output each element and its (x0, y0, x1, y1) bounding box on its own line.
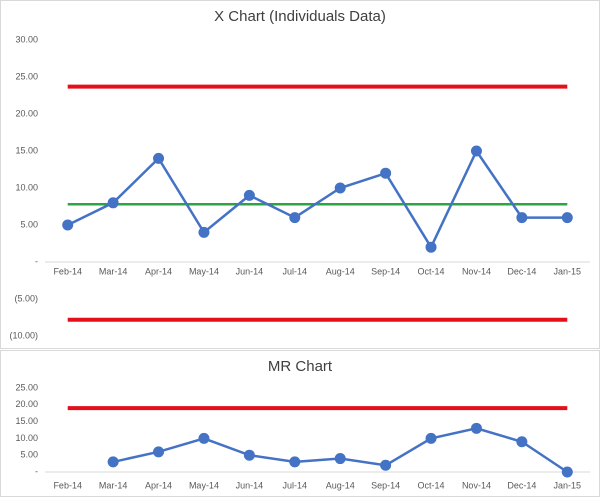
x-tick-label: Apr-14 (145, 480, 172, 490)
y-tick-label: 10.00 (15, 433, 38, 443)
point (334, 182, 346, 194)
point (198, 226, 210, 238)
x-tick-label: Sep-14 (371, 266, 400, 276)
x-tick-label: Feb-14 (53, 480, 82, 490)
x-tick-label: Jun-14 (236, 480, 264, 490)
chart-title: X Chart (Individuals Data) (214, 8, 386, 25)
x-tick-label: Mar-14 (99, 266, 128, 276)
y-tick-label: 20.00 (15, 399, 38, 409)
point (380, 167, 392, 179)
point (470, 422, 482, 434)
point (561, 212, 573, 224)
point (289, 212, 301, 224)
x-tick-label: Dec-14 (507, 480, 536, 490)
x-tick-label: Mar-14 (99, 480, 128, 490)
point (198, 432, 210, 444)
x-tick-label: Jul-14 (283, 480, 308, 490)
x-tick-label: Feb-14 (53, 266, 82, 276)
point (425, 241, 437, 253)
y-tick-label: 25.00 (15, 71, 38, 81)
x-tick-label: Dec-14 (507, 266, 536, 276)
x-tick-label: May-14 (189, 266, 219, 276)
series-line (112, 427, 568, 474)
point (380, 459, 392, 471)
chart-title: MR Chart (268, 358, 333, 375)
point (153, 446, 165, 458)
point (107, 197, 119, 209)
y-tick-label: 10.00 (15, 182, 38, 192)
x-tick-label: Jan-15 (554, 266, 582, 276)
point (243, 449, 255, 461)
point (62, 219, 74, 231)
point (289, 456, 301, 468)
x-tick-label: Oct-14 (418, 480, 445, 490)
x-tick-label: Jan-15 (554, 480, 582, 490)
y-tick-label: 30.00 (15, 34, 38, 44)
point (425, 432, 437, 444)
point (153, 152, 165, 164)
y-tick-label: 15.00 (15, 145, 38, 155)
point (107, 456, 119, 468)
y-tick-label: - (35, 256, 38, 266)
y-tick-label: 15.00 (15, 416, 38, 426)
x-tick-label: Oct-14 (418, 266, 445, 276)
panel-border (0, 0, 600, 349)
point (561, 466, 573, 478)
y-tick-label: (5.00) (14, 293, 38, 303)
y-tick-label: 5.00 (20, 219, 38, 229)
y-tick-label: (10.00) (9, 330, 38, 340)
x-tick-label: Apr-14 (145, 266, 172, 276)
y-tick-label: 5.00 (20, 450, 38, 460)
point (243, 189, 255, 201)
y-tick-label: - (35, 466, 38, 476)
y-tick-label: 25.00 (15, 382, 38, 392)
y-tick-label: 20.00 (15, 108, 38, 118)
point (516, 212, 528, 224)
point (470, 145, 482, 157)
x-tick-label: Nov-14 (462, 266, 491, 276)
x-tick-label: Jun-14 (236, 266, 264, 276)
point (334, 453, 346, 465)
series-line (67, 148, 568, 250)
x-tick-label: Jul-14 (283, 266, 308, 276)
x-tick-label: Nov-14 (462, 480, 491, 490)
point (516, 436, 528, 448)
x-tick-label: Aug-14 (326, 266, 355, 276)
x-tick-label: May-14 (189, 480, 219, 490)
x-tick-label: Aug-14 (326, 480, 355, 490)
x-tick-label: Sep-14 (371, 480, 400, 490)
